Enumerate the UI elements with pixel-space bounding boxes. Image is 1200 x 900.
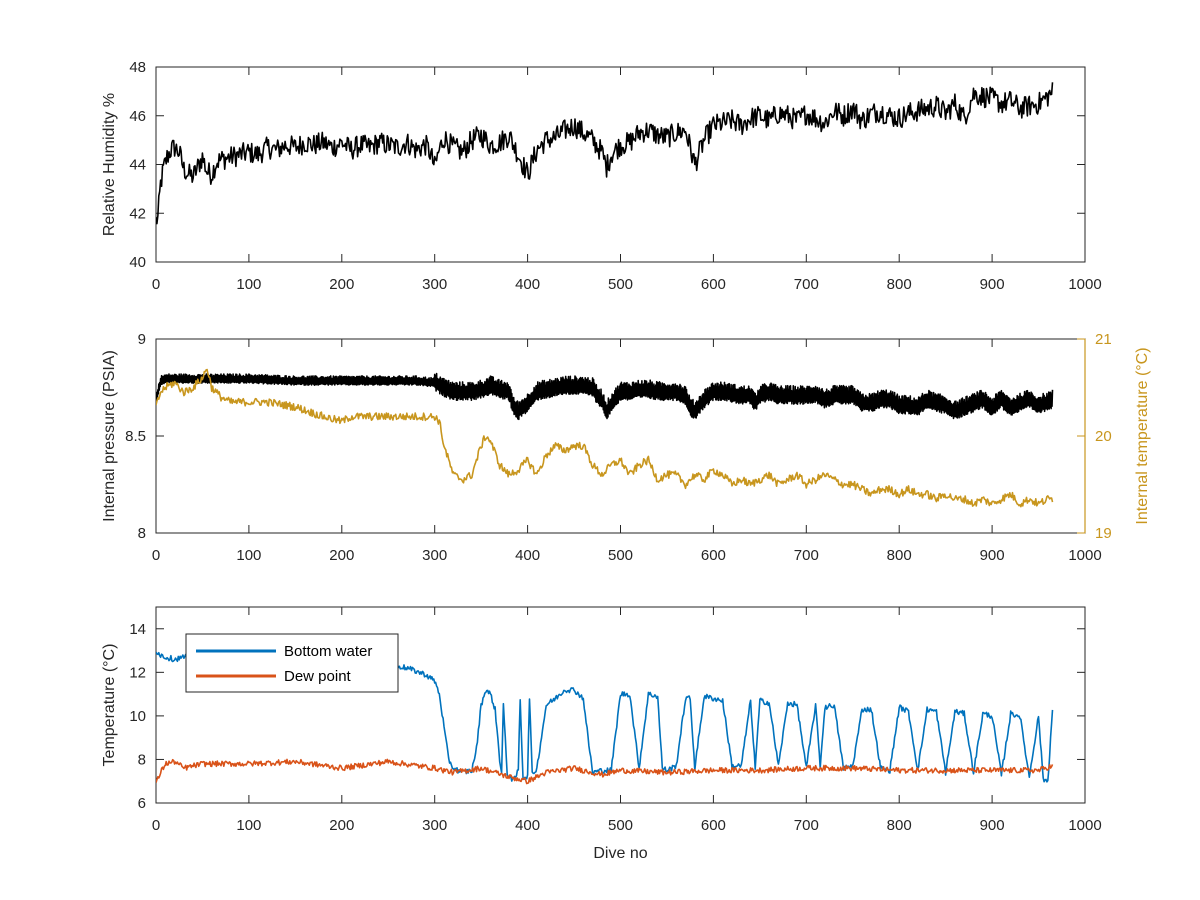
y-axis-label: Relative Humidity % bbox=[101, 93, 118, 236]
x-tick-label: 100 bbox=[236, 817, 261, 834]
y-tick-label: 9 bbox=[138, 331, 146, 348]
y2-tick-label: 19 bbox=[1095, 525, 1112, 542]
x-tick-label: 600 bbox=[701, 817, 726, 834]
y-axis-label: Internal pressure (PSIA) bbox=[101, 350, 118, 522]
axes-box bbox=[155, 66, 1086, 263]
x-tick-label: 1000 bbox=[1068, 817, 1101, 834]
series-line-0 bbox=[156, 372, 1054, 421]
y-tick-label: 40 bbox=[129, 254, 146, 271]
y-tick-label: 8.5 bbox=[125, 428, 146, 445]
y-tick-label: 6 bbox=[138, 795, 146, 812]
x-tick-label: 800 bbox=[887, 817, 912, 834]
y-tick-label: 10 bbox=[129, 708, 146, 725]
y-tick-label: 42 bbox=[129, 205, 146, 222]
x-tick-label: 900 bbox=[980, 817, 1005, 834]
pressure-temperature-panel: 0 100 200 300 400 500 600 700 800 900 1000 8 8.5 9 19 2… bbox=[101, 331, 1151, 564]
legend-label: Bottom water bbox=[284, 643, 372, 660]
y-tick-label: 14 bbox=[129, 621, 146, 638]
series-line-1 bbox=[156, 368, 1054, 508]
x-tick-label: 500 bbox=[608, 817, 633, 834]
x-tick-label: 300 bbox=[422, 547, 447, 564]
y-tick-label: 44 bbox=[129, 157, 146, 174]
y2-tick-label: 21 bbox=[1095, 331, 1112, 348]
x-tick-label: 800 bbox=[887, 547, 912, 564]
x-axis-label: Dive no bbox=[593, 845, 647, 862]
x-tick-label: 900 bbox=[980, 276, 1005, 293]
x-tick-label: 0 bbox=[152, 276, 160, 293]
axes-box bbox=[155, 338, 1086, 534]
x-tick-label: 0 bbox=[152, 547, 160, 564]
humidity-panel: 0 100 200 300 400 500 600 700 800 900 1000 40 42 44 46… bbox=[101, 59, 1102, 293]
series-line-0 bbox=[156, 82, 1054, 225]
y-tick-label: 48 bbox=[129, 59, 146, 76]
x-tick-label: 0 bbox=[152, 817, 160, 834]
x-tick-label: 400 bbox=[515, 817, 540, 834]
y-tick-label: 8 bbox=[138, 751, 146, 768]
y-tick-label: 46 bbox=[129, 108, 146, 125]
x-tick-label: 300 bbox=[422, 817, 447, 834]
x-tick-label: 200 bbox=[329, 276, 354, 293]
y-axis-label: Temperature (°C) bbox=[101, 644, 118, 767]
x-tick-label: 400 bbox=[515, 547, 540, 564]
y-tick-label: 8 bbox=[138, 525, 146, 542]
x-tick-label: 700 bbox=[794, 547, 819, 564]
x-tick-label: 700 bbox=[794, 817, 819, 834]
x-tick-label: 100 bbox=[236, 276, 261, 293]
x-tick-label: 900 bbox=[980, 547, 1005, 564]
legend-label: Dew point bbox=[284, 668, 352, 685]
x-tick-label: 700 bbox=[794, 276, 819, 293]
x-tick-label: 500 bbox=[608, 547, 633, 564]
x-tick-label: 100 bbox=[236, 547, 261, 564]
x-tick-label: 500 bbox=[608, 276, 633, 293]
y2-tick-label: 20 bbox=[1095, 428, 1112, 445]
x-tick-label: 200 bbox=[329, 817, 354, 834]
x-tick-label: 300 bbox=[422, 276, 447, 293]
x-tick-label: 1000 bbox=[1068, 276, 1101, 293]
legend-box bbox=[185, 633, 399, 693]
x-tick-label: 800 bbox=[887, 276, 912, 293]
y2-axis-label: Internal temperature (°C) bbox=[1134, 347, 1151, 524]
temperature-panel: 0 100 200 300 400 500 600 700 800 900 1000 6 8 10 12 14… bbox=[101, 606, 1102, 862]
x-tick-label: 1000 bbox=[1068, 547, 1101, 564]
series-line-1 bbox=[156, 758, 1054, 785]
x-tick-label: 600 bbox=[701, 547, 726, 564]
x-tick-label: 600 bbox=[701, 276, 726, 293]
x-tick-label: 200 bbox=[329, 547, 354, 564]
x-tick-label: 400 bbox=[515, 276, 540, 293]
y-tick-label: 12 bbox=[129, 664, 146, 681]
